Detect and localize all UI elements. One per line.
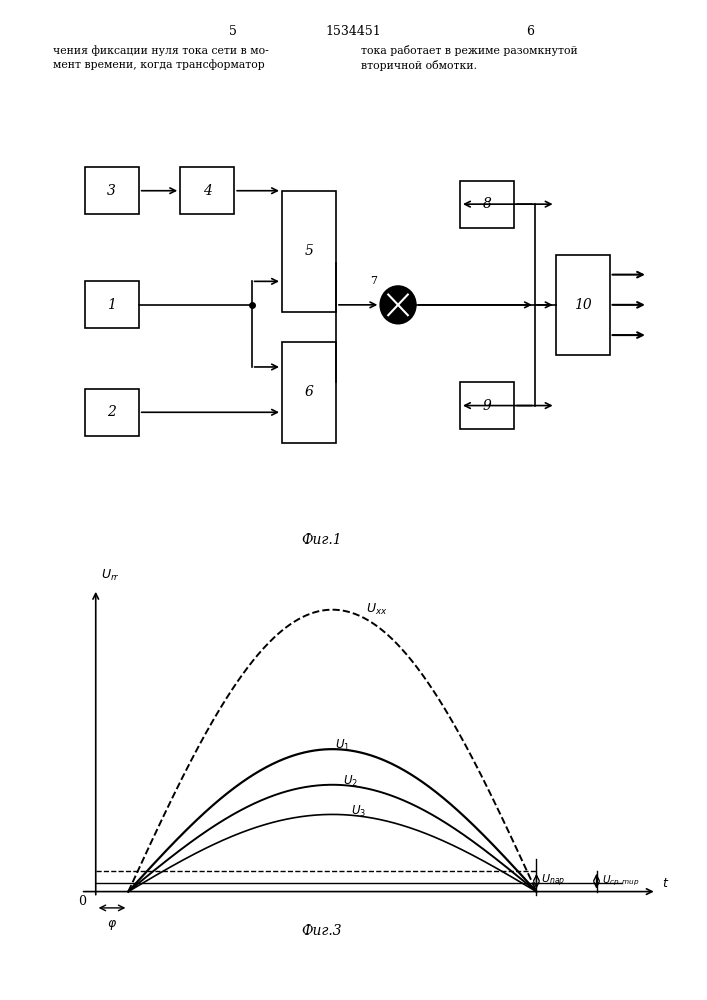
Text: 9: 9	[483, 399, 491, 413]
Text: 5: 5	[229, 25, 238, 38]
Text: $U_1$: $U_1$	[334, 738, 350, 753]
Text: 4: 4	[203, 184, 211, 198]
Text: $U_{rr}$: $U_{rr}$	[101, 568, 119, 583]
Bar	[85, 389, 139, 436]
Text: 1534451: 1534451	[326, 25, 381, 38]
Bar	[282, 342, 336, 442]
Text: 7: 7	[370, 276, 377, 286]
Text: Фиг.3: Фиг.3	[300, 924, 341, 938]
Text: 3: 3	[107, 184, 116, 198]
Text: 0: 0	[78, 895, 86, 908]
Circle shape	[380, 286, 416, 324]
Text: $U_3$: $U_3$	[351, 804, 366, 819]
Text: 8: 8	[483, 197, 491, 211]
Bar	[556, 255, 609, 355]
Text: $U_2$: $U_2$	[343, 774, 358, 789]
Text: 2: 2	[107, 405, 116, 419]
Text: 1: 1	[107, 298, 116, 312]
Text: $U_{cp.mup}$: $U_{cp.mup}$	[602, 874, 639, 888]
Text: 5: 5	[305, 244, 313, 258]
Text: $U_{nap}$: $U_{nap}$	[542, 873, 566, 889]
Bar	[180, 167, 234, 214]
Text: 10: 10	[573, 298, 592, 312]
Text: 6: 6	[305, 385, 313, 399]
Bar	[282, 191, 336, 312]
Text: Фиг.1: Фиг.1	[301, 533, 342, 547]
Text: чения фиксации нуля тока сети в мо-
мент времени, когда трансформатор: чения фиксации нуля тока сети в мо- мент…	[53, 45, 269, 70]
Text: тока работает в режиме разомкнутой
вторичной обмотки.: тока работает в режиме разомкнутой втори…	[361, 45, 578, 71]
Text: 6: 6	[526, 25, 534, 38]
Bar	[85, 281, 139, 328]
Text: $t$: $t$	[662, 877, 669, 890]
Text: $\varphi$: $\varphi$	[107, 918, 117, 932]
Bar	[460, 181, 514, 228]
Text: $U_{xx}$: $U_{xx}$	[366, 602, 387, 617]
Bar	[85, 167, 139, 214]
Bar	[460, 382, 514, 429]
